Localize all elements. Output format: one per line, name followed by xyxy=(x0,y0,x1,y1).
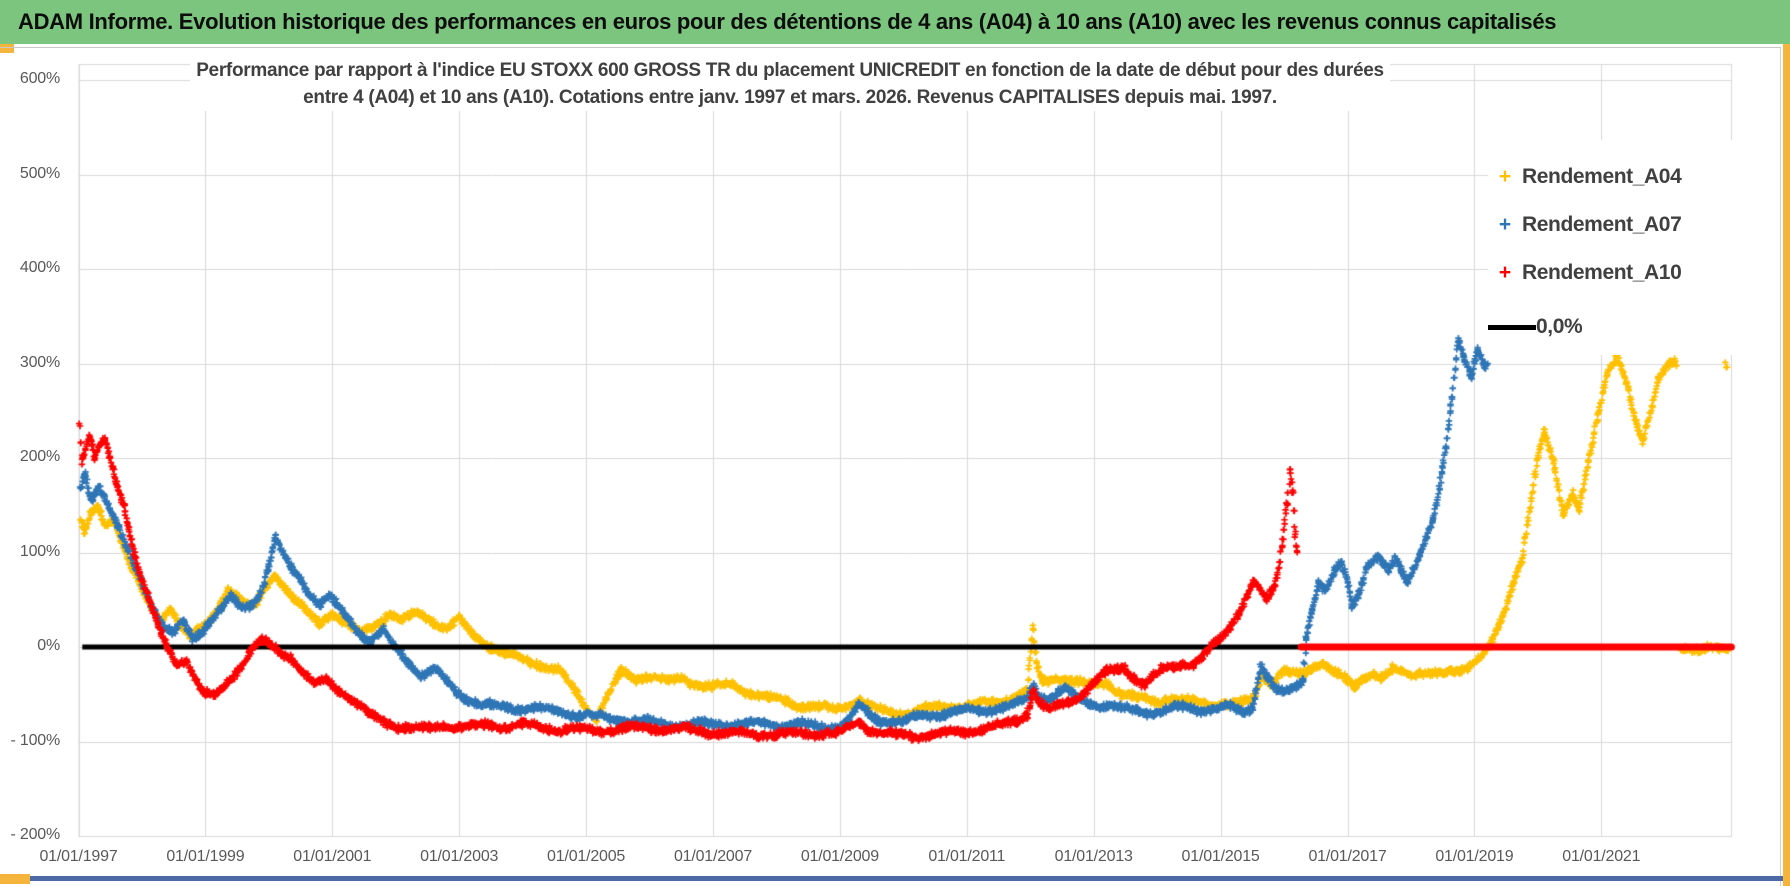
x-axis-label: 01/01/2019 xyxy=(1435,848,1514,865)
chart-legend[interactable]: + Rendement_A04 + Rendement_A07 + Rendement_A… xyxy=(1488,140,1748,355)
legend-plus-marker: + xyxy=(1498,261,1512,284)
chart-title: Performance par rapport à l'indice EU ST… xyxy=(190,57,1390,111)
bottom-divider-rule xyxy=(30,876,1783,881)
legend-item[interactable]: + Rendement_A07 xyxy=(1488,210,1682,240)
legend-label: 0,0% xyxy=(1536,315,1583,338)
chart-title-line2: entre 4 (A04) et 10 ans (A10). Cotations… xyxy=(303,87,1277,108)
bottom-accent-marker xyxy=(0,874,30,884)
x-axis-label: 01/01/2007 xyxy=(673,848,753,865)
legend-line-swatch xyxy=(1488,324,1536,330)
x-axis-label: 01/01/2011 xyxy=(928,848,1006,865)
legend-plus-marker: + xyxy=(1498,213,1512,236)
x-axis-label: 01/01/1999 xyxy=(166,848,245,865)
y-axis-label: 0% xyxy=(37,637,60,654)
legend-item[interactable]: 0,0% xyxy=(1488,312,1583,342)
y-axis-label: 400% xyxy=(19,259,60,276)
y-axis-label: - 100% xyxy=(10,731,61,749)
y-axis-label: 200% xyxy=(19,448,60,465)
x-axis-label: 01/01/2015 xyxy=(1181,848,1260,865)
x-axis-label: 01/01/2013 xyxy=(1054,848,1133,865)
y-axis-label: 300% xyxy=(19,353,60,371)
x-axis-label: 01/01/2021 xyxy=(1562,848,1641,865)
x-axis-label: 01/01/1997 xyxy=(39,848,118,865)
legend-label: Rendement_A04 xyxy=(1522,165,1682,188)
y-axis-label: 100% xyxy=(19,542,60,560)
x-axis-label: 01/01/2003 xyxy=(420,848,499,865)
legend-label: Rendement_A10 xyxy=(1522,261,1682,284)
legend-plus-marker: + xyxy=(1498,165,1512,188)
y-axis-label: - 200% xyxy=(10,826,61,843)
chart-border-right xyxy=(1780,48,1781,886)
x-axis-label: 01/01/2001 xyxy=(293,848,372,865)
legend-label: Rendement_A07 xyxy=(1522,213,1682,236)
y-axis-label: 500% xyxy=(19,164,60,182)
x-axis-label: 01/01/2017 xyxy=(1308,848,1387,865)
y-axis-label: 600% xyxy=(19,70,60,87)
x-axis-label: 01/01/2005 xyxy=(547,848,626,865)
legend-item[interactable]: + Rendement_A04 xyxy=(1488,162,1682,192)
right-accent-strip xyxy=(1783,44,1790,886)
x-axis-label: 01/01/2009 xyxy=(800,848,879,865)
legend-item[interactable]: + Rendement_A10 xyxy=(1488,258,1682,288)
chart-title-line1: Performance par rapport à l'indice EU ST… xyxy=(196,60,1384,81)
